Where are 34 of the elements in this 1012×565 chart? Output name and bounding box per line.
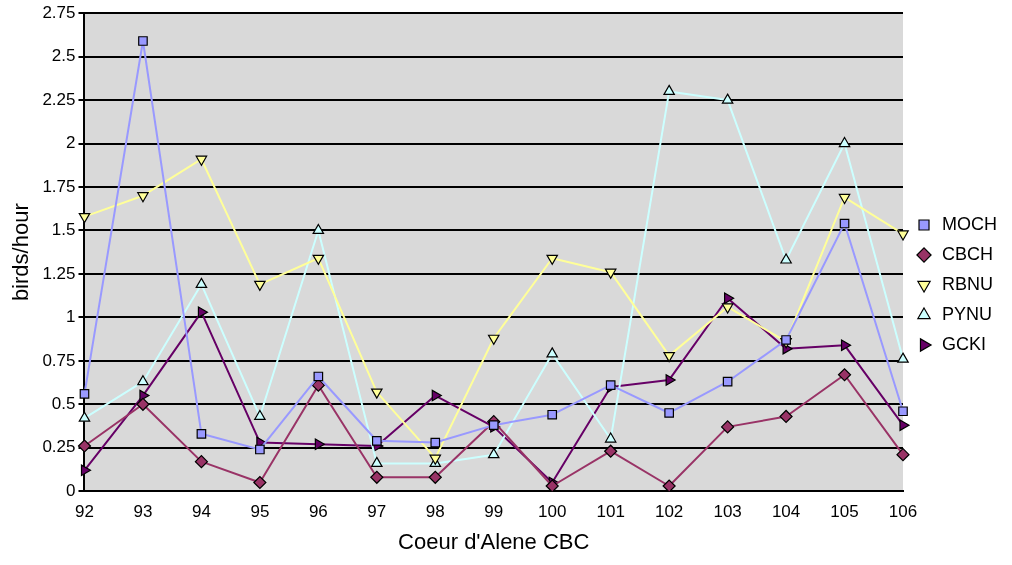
x-tick-label: 99 xyxy=(484,502,504,522)
y-axis-title: birds/hour xyxy=(8,203,34,302)
y-tick-label: 0.5 xyxy=(51,393,76,413)
y-tick-label: 2.25 xyxy=(42,89,76,109)
y-tick-label: 0.75 xyxy=(42,350,76,370)
y-tick-label: 1.75 xyxy=(42,176,76,196)
x-tick-label: 96 xyxy=(308,502,328,522)
x-tick-label: 105 xyxy=(830,502,859,522)
y-tick-label: 2.75 xyxy=(42,2,76,22)
y-tick-label: 1.5 xyxy=(51,220,76,240)
legend-label: GCKI xyxy=(942,333,987,354)
legend-label: PYNU xyxy=(942,303,993,324)
x-axis-title: Coeur d'Alene CBC xyxy=(398,528,590,554)
x-tick-label: 102 xyxy=(654,502,684,522)
legend-label: CBCH xyxy=(942,243,994,264)
legend-label: RBNU xyxy=(942,273,994,294)
x-tick-label: 101 xyxy=(596,502,625,522)
x-tick-label: 104 xyxy=(771,502,801,522)
x-tick-label: 95 xyxy=(250,502,270,522)
y-tick-label: 2 xyxy=(66,133,76,153)
x-tick-label: 94 xyxy=(191,502,211,522)
y-tick-label: 0 xyxy=(66,480,76,500)
x-tick-label: 98 xyxy=(425,502,445,522)
y-tick-label: 1 xyxy=(66,307,76,327)
legend-label: MOCH xyxy=(942,213,998,234)
x-tick-label: 93 xyxy=(133,502,153,522)
y-tick-label: 2.5 xyxy=(51,46,76,66)
x-tick-label: 106 xyxy=(888,502,918,522)
y-tick-label: 1.25 xyxy=(42,263,76,283)
x-tick-label: 100 xyxy=(538,502,567,522)
x-tick-label: 103 xyxy=(713,502,742,522)
y-tick-label: 0.25 xyxy=(42,437,76,457)
x-tick-label: 92 xyxy=(75,502,94,522)
x-tick-label: 97 xyxy=(367,502,387,522)
